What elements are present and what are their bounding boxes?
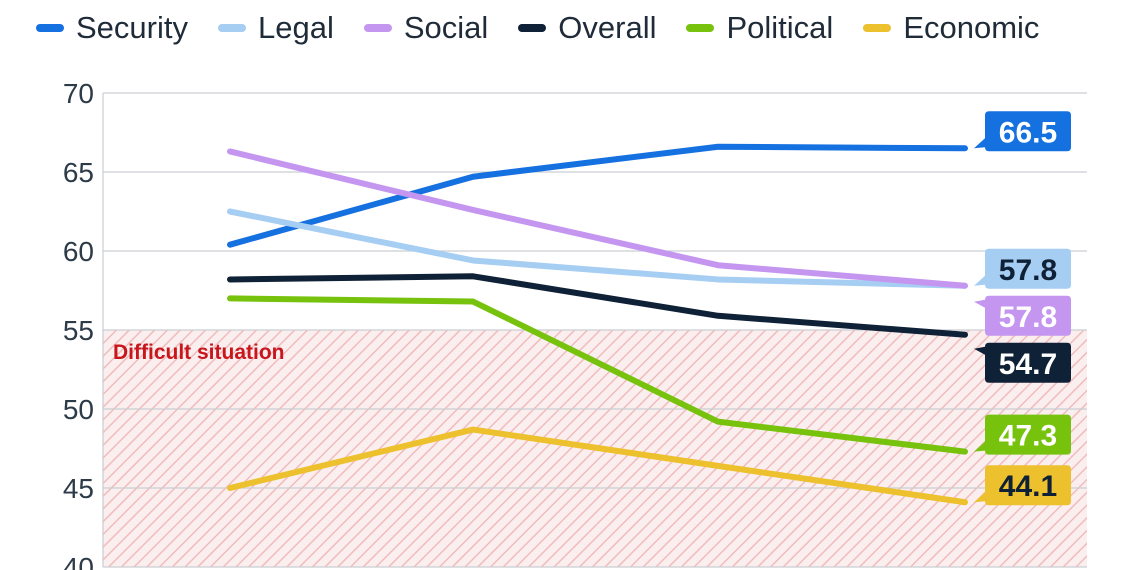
legend-swatch <box>686 24 715 32</box>
zone-label: Difficult situation <box>113 341 285 364</box>
legend-label: Legal <box>257 10 334 45</box>
y-tick-label: 55 <box>63 315 94 346</box>
legend-label: Political <box>726 10 834 45</box>
legend: Security Legal Social Overall Political … <box>36 10 1069 46</box>
y-tick-label: 40 <box>63 552 94 570</box>
end-label-box <box>974 295 1071 336</box>
legend-label: Security <box>76 10 188 45</box>
series-lines <box>227 143 968 506</box>
end-label-overall: 54.7 <box>974 342 1071 383</box>
end-label-box <box>974 414 1071 455</box>
series-line-social <box>227 148 968 289</box>
end-label-political: 47.3 <box>974 414 1071 455</box>
legend-swatch <box>518 24 547 32</box>
legend-swatch <box>863 24 892 32</box>
end-value-labels: 66.5 57.8 57.8 54.7 47.3 44.1 <box>974 111 1071 506</box>
legend-item-social[interactable]: Social <box>363 10 489 46</box>
end-label-box <box>974 248 1071 289</box>
legend-label: Overall <box>558 10 657 45</box>
y-tick-label: 45 <box>63 473 94 504</box>
series-line-legal <box>227 208 968 289</box>
legend-item-security[interactable]: Security <box>36 10 188 46</box>
legend-item-economic[interactable]: Economic <box>863 10 1039 46</box>
y-axis: 40 45 50 55 60 65 70 <box>63 78 104 570</box>
legend-label: Economic <box>903 10 1040 45</box>
legend-item-overall[interactable]: Overall <box>518 10 656 46</box>
y-tick-label: 65 <box>63 157 94 188</box>
legend-swatch <box>217 24 246 32</box>
end-label-value: 47.3 <box>999 420 1057 453</box>
series-line-security <box>227 143 968 248</box>
end-label-value: 57.8 <box>999 301 1057 334</box>
y-tick-label: 70 <box>63 78 94 109</box>
legend-swatch <box>363 24 392 32</box>
end-label-box <box>974 111 1071 152</box>
end-label-value: 54.7 <box>999 348 1057 381</box>
y-tick-label: 60 <box>63 236 94 267</box>
legend-swatch <box>36 24 64 32</box>
end-label-box <box>974 465 1071 506</box>
series-line-overall <box>227 273 968 338</box>
end-label-box <box>974 342 1071 383</box>
end-label-social: 57.8 <box>974 295 1071 336</box>
y-tick-label: 50 <box>63 394 94 425</box>
end-label-legal: 57.8 <box>974 248 1071 289</box>
legend-item-political[interactable]: Political <box>686 10 833 46</box>
legend-label: Social <box>403 10 489 45</box>
end-label-security: 66.5 <box>974 111 1071 152</box>
end-label-value: 57.8 <box>999 254 1057 287</box>
end-label-economic: 44.1 <box>974 465 1071 506</box>
end-label-value: 66.5 <box>999 116 1057 149</box>
series-line-economic <box>227 426 968 506</box>
legend-item-legal[interactable]: Legal <box>217 10 334 46</box>
series-line-political <box>227 295 968 455</box>
end-label-value: 44.1 <box>999 470 1057 503</box>
